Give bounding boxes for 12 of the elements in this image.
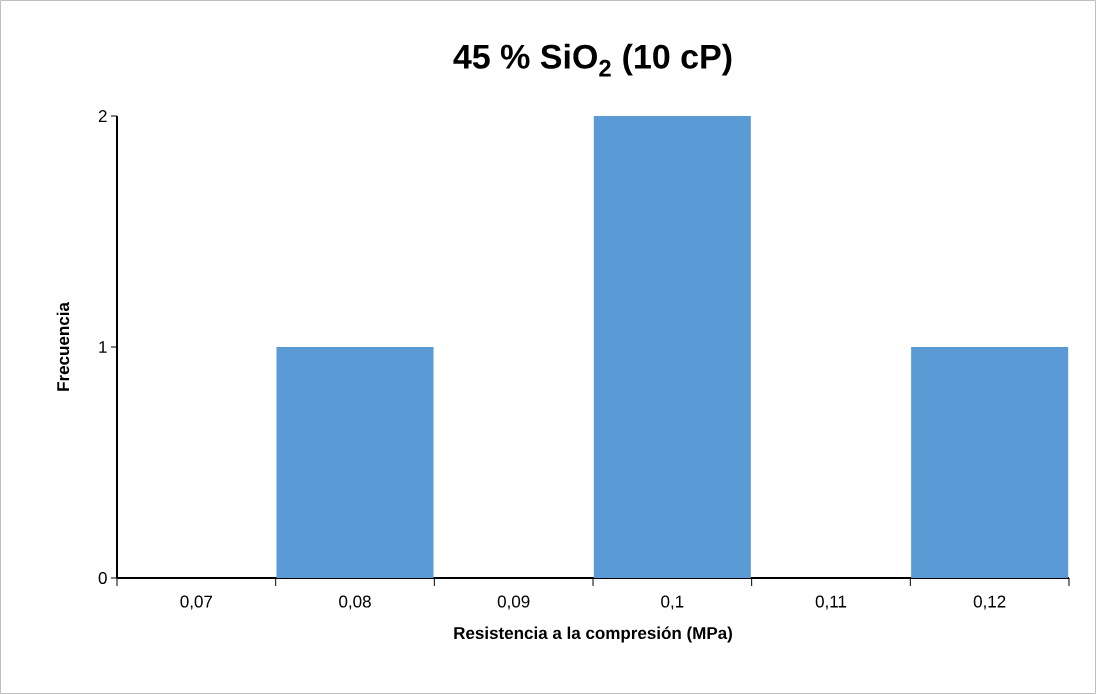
x-tick-label: 0,09 [497,595,530,610]
x-tick-label: 0,07 [180,595,213,610]
y-tick-label: 0 [98,571,107,585]
x-tick-label: 0,11 [815,595,847,610]
x-tick-label: 0,08 [339,595,371,610]
y-axis-title: Frecuencia [56,302,70,391]
chart-title: 45 % SiO$_{2}$ (10 cP) [453,43,732,77]
x-tick-label: 0,1 [661,595,684,610]
x-tick-label: 0,12 [973,595,1006,610]
x-axis-title: Resistencia a la compresión (MPa) [454,626,732,643]
y-tick-label: 2 [98,110,107,122]
y-tick-label: 1 [99,341,107,353]
